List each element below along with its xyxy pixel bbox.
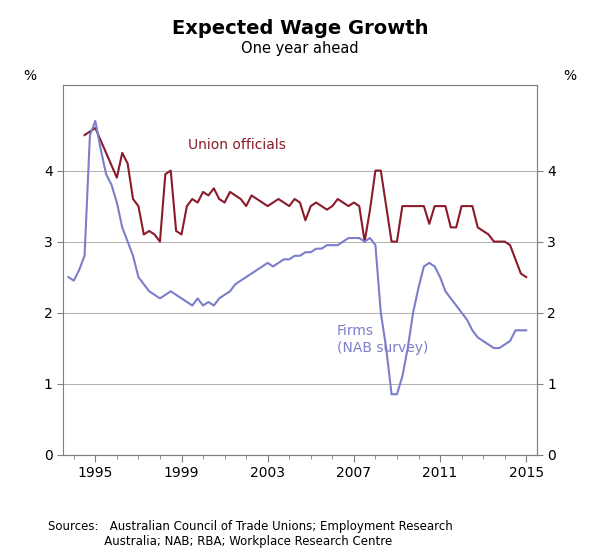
Text: %: % [23,69,37,83]
Text: One year ahead: One year ahead [241,41,359,56]
Text: %: % [563,69,577,83]
Text: Union officials: Union officials [188,138,286,152]
Text: Firms
(NAB survey): Firms (NAB survey) [337,325,428,355]
Text: Expected Wage Growth: Expected Wage Growth [172,19,428,38]
Text: Sources:   Australian Council of Trade Unions; Employment Research
             : Sources: Australian Council of Trade Uni… [48,520,453,548]
